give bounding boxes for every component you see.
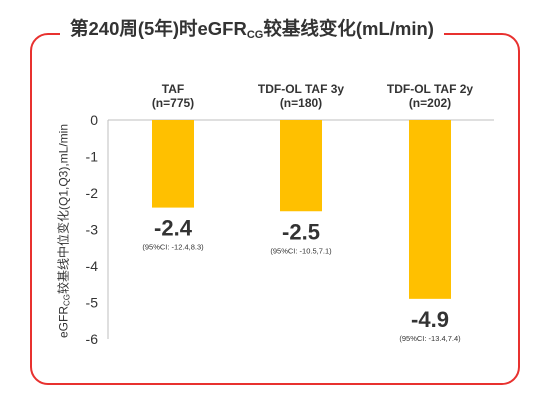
chart-title: 第240周(5年)时eGFRCG较基线变化(mL/min) — [60, 14, 444, 50]
category-label: TDF-OL TAF 2y — [387, 82, 474, 96]
y-tick-label: -4 — [86, 258, 99, 274]
ci-label: (95%CI: -13.4,7.4) — [399, 334, 461, 343]
data-label: -2.4 — [154, 216, 193, 241]
title-rest: 较基线变化(mL/min) — [263, 18, 434, 39]
category-n-label: (n=775) — [152, 96, 194, 110]
bar — [409, 120, 451, 299]
y-tick-label: 0 — [90, 112, 98, 128]
y-tick-label: -1 — [86, 149, 99, 165]
data-label: -2.5 — [282, 219, 320, 244]
y-tick-label: -3 — [86, 222, 99, 238]
y-tick-label: -2 — [86, 185, 99, 201]
bar — [280, 120, 322, 212]
category-label: TDF-OL TAF 3y — [258, 82, 345, 96]
title-main: 第240周(5年)时eGFR — [70, 18, 247, 39]
ci-label: (95%CI: -12.4,8.3) — [142, 243, 204, 252]
bar — [152, 120, 194, 208]
data-label: -4.9 — [411, 307, 449, 332]
y-tick-label: -5 — [86, 295, 99, 311]
ci-label: (95%CI: -10.5,7.1) — [270, 246, 332, 255]
title-subscript: CG — [246, 29, 264, 41]
category-n-label: (n=180) — [280, 96, 322, 110]
y-tick-label: -6 — [86, 331, 99, 347]
category-n-label: (n=202) — [409, 96, 451, 110]
category-label: TAF — [162, 82, 184, 96]
